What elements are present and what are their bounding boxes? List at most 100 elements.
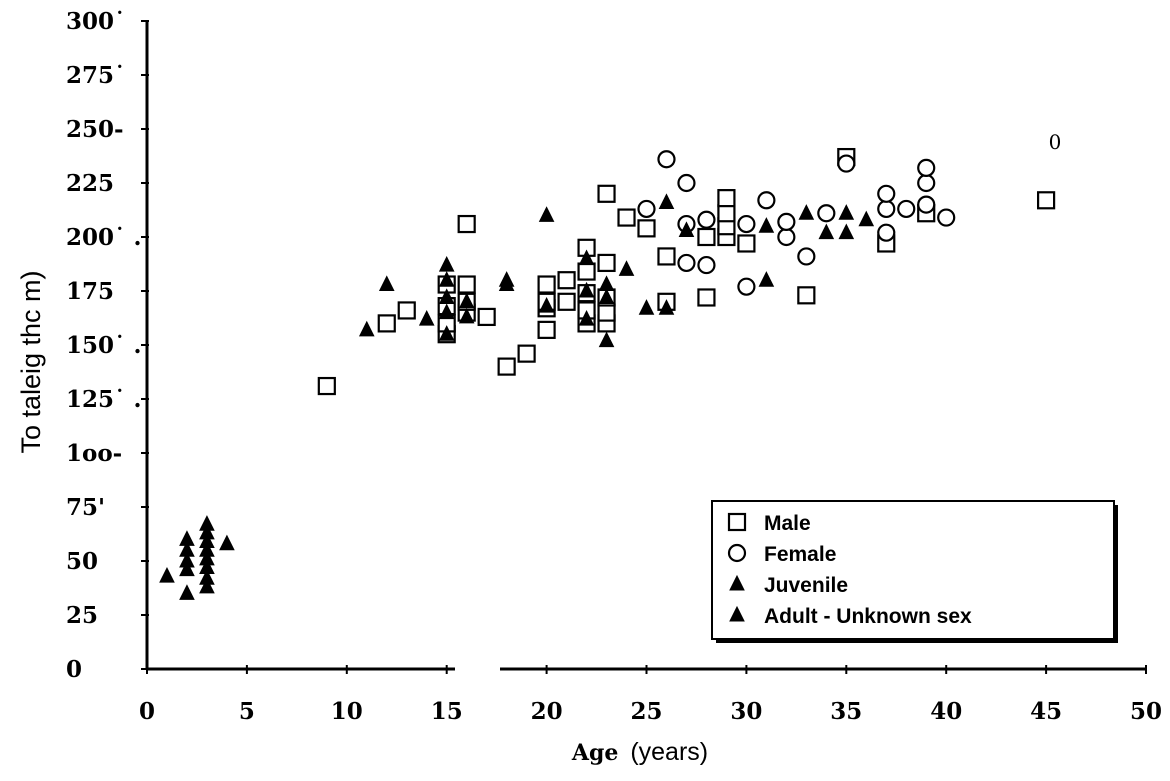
point-male	[657, 247, 676, 266]
point-adult-unknown-sex	[538, 206, 555, 222]
point-adult-unknown-sex	[458, 292, 475, 309]
point-male	[797, 286, 816, 305]
point-female	[737, 214, 756, 234]
point-male	[697, 288, 716, 307]
y-axis-label: To taleig thc m)	[16, 270, 46, 453]
point-juvenile	[159, 567, 175, 583]
point-juvenile	[199, 523, 215, 540]
point-female	[797, 247, 816, 266]
point-adult-unknown-sex	[538, 297, 555, 313]
y-tick-label: 275˙	[66, 62, 126, 89]
point-female	[817, 204, 836, 223]
point-female	[917, 158, 936, 177]
point-male	[637, 219, 656, 238]
point-juvenile	[199, 549, 215, 566]
y-tick-label: 300˙	[66, 8, 126, 35]
point-adult-unknown-sex	[638, 299, 655, 315]
point-male	[557, 271, 576, 290]
point-male	[397, 301, 416, 320]
x-tick-label: 15	[431, 698, 463, 725]
point-male	[717, 189, 736, 208]
x-axis-label-rest: (years)	[630, 738, 708, 766]
point-male	[497, 357, 516, 376]
point-male	[617, 208, 636, 227]
point-male	[317, 376, 336, 396]
point-female	[877, 184, 896, 203]
legend-label: Juvenile	[764, 574, 848, 597]
point-male	[737, 234, 756, 253]
point-juvenile	[179, 541, 195, 557]
point-male	[697, 227, 716, 247]
y-tick-label: 125˙ .	[66, 386, 142, 413]
point-male	[457, 214, 476, 234]
point-adult-unknown-sex	[758, 271, 775, 287]
x-axis-label-bold: Age	[571, 740, 618, 766]
point-adult-unknown-sex	[858, 210, 875, 227]
point-male	[377, 314, 396, 333]
point-female	[877, 199, 896, 219]
point-male	[517, 344, 536, 363]
x-tick-label: 50	[1130, 698, 1162, 725]
corner-mark: 0	[1049, 130, 1062, 154]
point-juvenile	[199, 577, 215, 594]
point-male	[1036, 191, 1056, 210]
point-adult-unknown-sex	[678, 221, 695, 238]
point-adult-unknown-sex	[838, 223, 855, 240]
y-tick-label: 225	[66, 170, 114, 197]
point-juvenile	[199, 541, 215, 557]
point-adult-unknown-sex	[598, 331, 615, 348]
x-tick-label: 45	[1030, 698, 1062, 725]
point-adult-unknown-sex	[438, 325, 455, 341]
point-adult-unknown-sex	[758, 217, 775, 233]
point-adult-unknown-sex	[438, 271, 455, 287]
point-adult-unknown-sex	[798, 204, 815, 220]
point-adult-unknown-sex	[378, 275, 395, 292]
point-male	[597, 253, 616, 273]
point-adult-unknown-sex	[358, 320, 375, 337]
point-male	[597, 303, 616, 322]
point-juvenile	[219, 534, 235, 551]
point-female	[877, 223, 896, 242]
point-juvenile	[199, 558, 215, 574]
point-adult-unknown-sex	[658, 193, 675, 209]
legend-marker	[727, 543, 747, 563]
point-female	[757, 191, 776, 210]
point-juvenile	[179, 530, 195, 546]
point-female	[837, 154, 856, 173]
point-female	[637, 199, 656, 219]
x-tick-label: 5	[239, 698, 255, 725]
point-female	[917, 195, 936, 214]
point-adult-unknown-sex	[438, 288, 455, 304]
point-adult-unknown-sex	[418, 309, 435, 326]
point-male	[457, 275, 476, 294]
y-tick-label: 200˙ .	[66, 224, 142, 251]
point-juvenile	[179, 560, 195, 577]
point-female	[937, 208, 956, 227]
point-adult-unknown-sex	[618, 260, 635, 276]
point-male	[477, 307, 496, 327]
y-tick-label: 25	[66, 602, 98, 629]
x-tick-label: 0	[139, 698, 155, 725]
point-male	[717, 204, 736, 223]
point-female	[677, 253, 696, 273]
y-tick-label: 1oo-	[66, 440, 122, 467]
point-female	[677, 173, 696, 193]
point-adult-unknown-sex	[598, 275, 615, 292]
point-adult-unknown-sex	[438, 255, 455, 272]
point-juvenile	[179, 584, 195, 600]
legend-marker	[729, 605, 745, 622]
legend-marker	[727, 512, 747, 532]
point-female	[777, 227, 796, 247]
x-tick-label: 35	[830, 698, 862, 725]
point-female	[697, 255, 716, 275]
point-adult-unknown-sex	[438, 303, 455, 320]
point-adult-unknown-sex	[658, 299, 675, 315]
data-points	[159, 147, 1056, 600]
point-juvenile	[199, 532, 215, 549]
y-tick-labels: 0 25 50 75' 1oo- 125˙ . 150˙ . 175 200˙ . 225 250-…	[66, 8, 149, 683]
point-male	[537, 275, 556, 294]
y-tick-label: 175	[66, 278, 114, 305]
point-female	[917, 173, 936, 193]
point-female	[897, 199, 916, 219]
